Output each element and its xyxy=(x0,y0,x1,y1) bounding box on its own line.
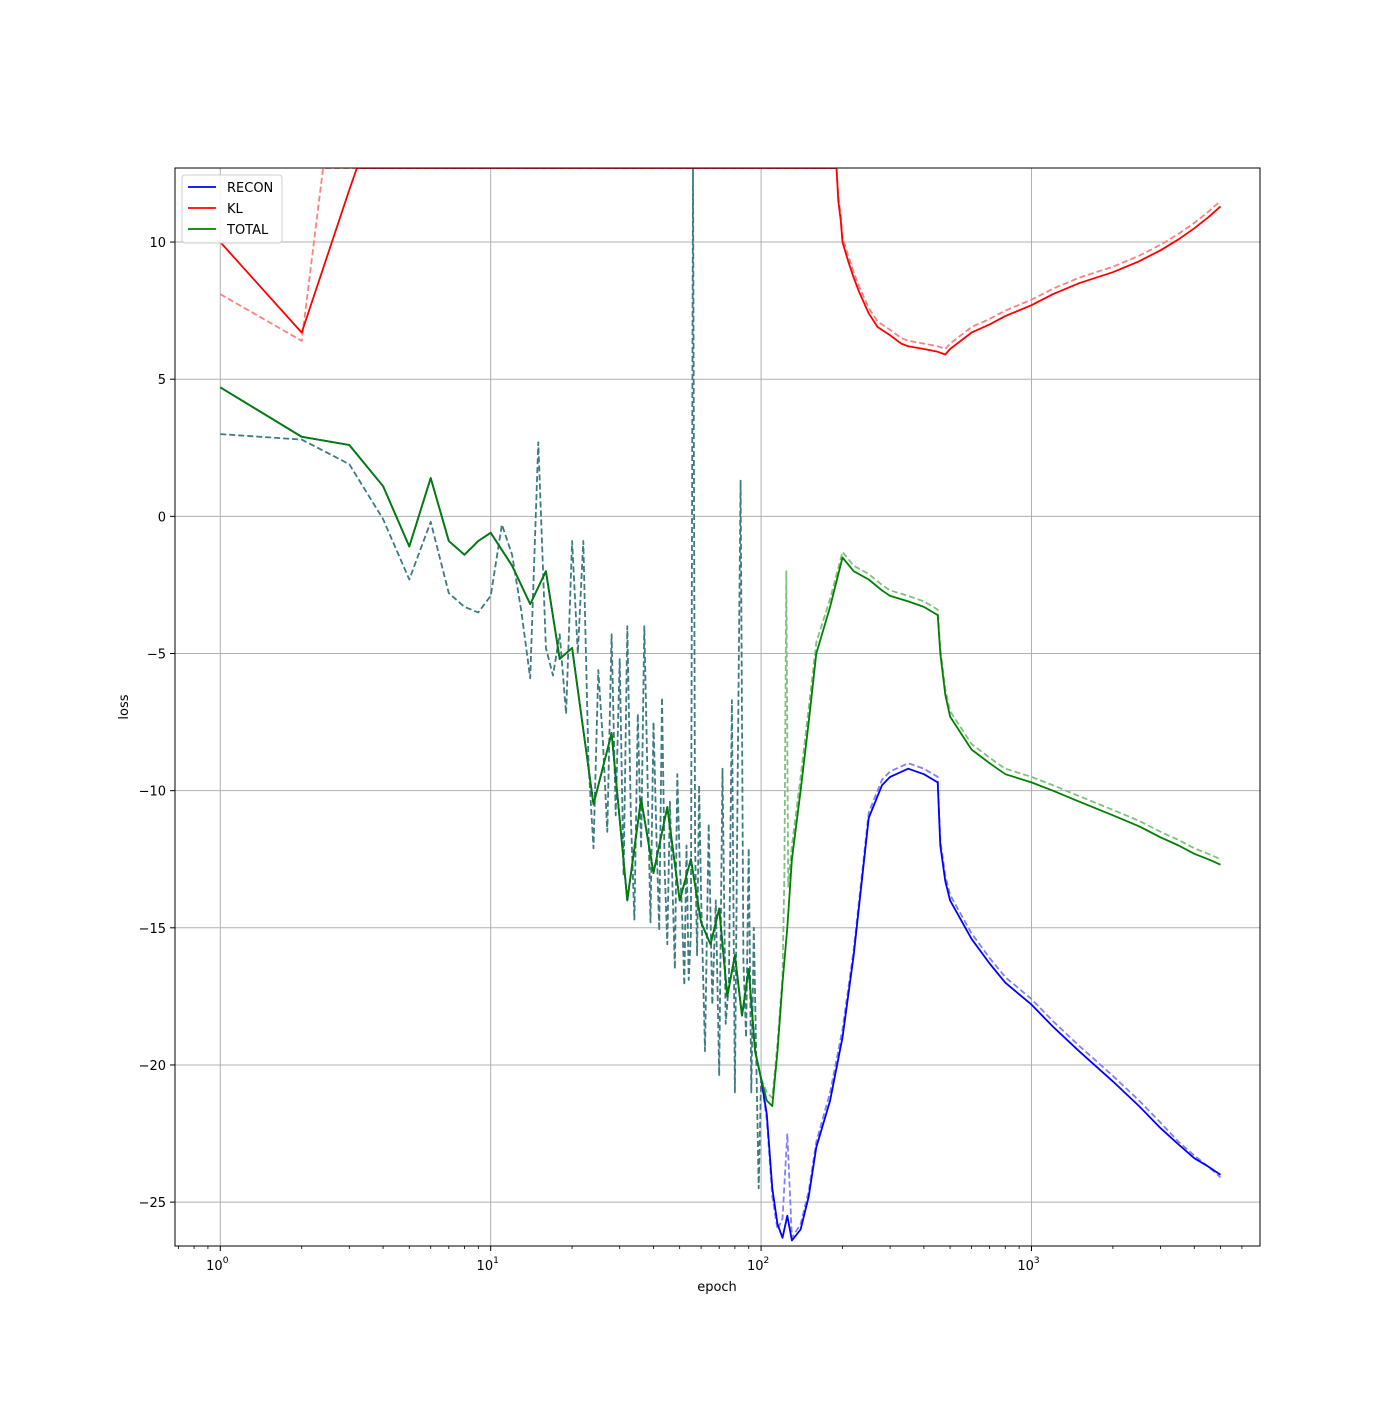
legend: RECON KL TOTAL xyxy=(181,174,283,244)
tick-layer: 10 5 0 −5 −10 −15 −20 −25 100 101 102 103 xyxy=(139,236,1243,1274)
series-line-early-val xyxy=(220,168,762,1190)
legend-label-kl: KL xyxy=(227,202,244,217)
series-layer xyxy=(219,168,1222,1242)
grid-layer xyxy=(175,168,1260,1246)
x-tick-label: 101 xyxy=(477,1256,499,1274)
axes-frame xyxy=(174,167,1261,1247)
series-line-kl-val xyxy=(219,168,1222,350)
series-line-recon-val xyxy=(760,762,1222,1239)
y-axis-label: loss xyxy=(117,694,132,719)
y-tick-label: −25 xyxy=(139,1196,166,1211)
x-axis-label: epoch xyxy=(697,1280,737,1295)
x-tick-label: 100 xyxy=(206,1256,229,1274)
series-line-total xyxy=(219,386,1221,1107)
y-tick-label: 10 xyxy=(149,236,166,251)
y-tick-label: 5 xyxy=(158,373,166,388)
y-tick-label: −20 xyxy=(139,1059,166,1074)
series-line-kl xyxy=(219,168,1222,356)
x-tick-label: 103 xyxy=(1017,1256,1039,1274)
y-tick-label: −10 xyxy=(139,785,166,800)
y-tick-label: 0 xyxy=(158,510,166,525)
legend-box xyxy=(181,174,283,244)
x-tick-label: 102 xyxy=(747,1256,769,1274)
legend-label-recon: RECON xyxy=(227,181,273,196)
legend-label-total: TOTAL xyxy=(226,223,269,238)
y-tick-label: −5 xyxy=(147,648,166,663)
series-line-total-val xyxy=(760,551,1221,1099)
series-line-recon xyxy=(219,386,1221,1242)
y-tick-label: −15 xyxy=(139,922,166,937)
